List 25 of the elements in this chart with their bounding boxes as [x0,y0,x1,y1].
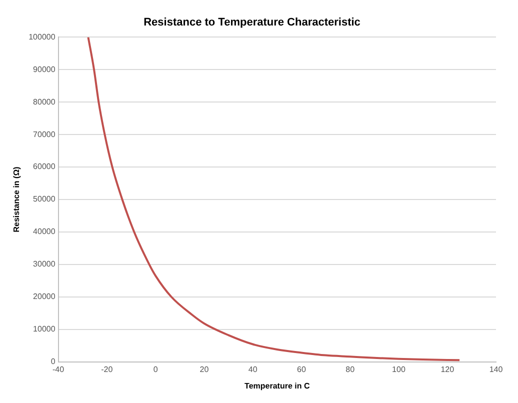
chart-title: Resistance to Temperature Characteristic [144,16,360,29]
y-tick-label: 60000 [33,162,56,172]
x-tick-label: 20 [200,364,210,374]
x-tick-label: -40 [52,364,65,374]
x-tick-label: 60 [297,364,306,374]
x-tick-label: 80 [346,364,356,374]
x-tick-label: 0 [153,364,158,374]
y-tick-label: 10000 [33,324,56,334]
x-tick-label: 140 [489,364,504,374]
y-tick-label: 30000 [33,260,56,269]
x-tick-label: 40 [248,364,258,374]
y-tick-label: 0 [50,357,56,366]
y-tick-label: 50000 [33,194,56,204]
y-tick-label: 100000 [28,32,56,42]
y-tick-label: 40000 [33,227,56,236]
y-tick-label: 20000 [33,292,56,302]
x-axis-title: Temperature in C [244,381,310,390]
x-tick-label: 100 [392,364,406,374]
x-tick-label: 120 [440,364,455,374]
y-tick-label: 80000 [33,97,56,106]
line-series [87,37,461,362]
x-tick-label: -20 [101,364,114,374]
y-tick-label: 70000 [33,130,56,139]
y-tick-label: 90000 [33,64,56,74]
y-axis-title: Resistance in (Ω) [12,166,22,232]
